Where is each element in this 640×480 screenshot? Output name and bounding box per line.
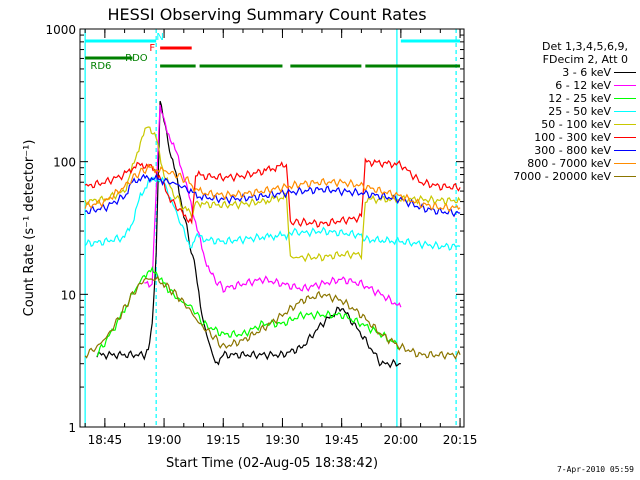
- legend-entry-label: 25 - 50 keV: [548, 105, 611, 118]
- series-line: [84, 157, 461, 228]
- series-line: [84, 163, 461, 213]
- flag-label-rd6: RD6: [90, 61, 111, 72]
- x-tick-label: 20:15: [443, 433, 478, 447]
- legend-entries: 3 - 6 keV 6 - 12 keV 12 - 25 keV 25 - 50 ke…: [488, 66, 636, 183]
- series-line: [96, 266, 402, 357]
- y-tick-label: 1000: [45, 23, 76, 37]
- legend-entry-label: 800 - 7000 keV: [527, 157, 611, 170]
- y-axis-label: Count Rate (s⁻¹ detector⁻¹): [22, 140, 37, 317]
- legend-swatch: [614, 98, 636, 99]
- legend-swatch: [614, 85, 636, 86]
- flag-label-n: N: [156, 32, 163, 43]
- y-tick-label: 10: [61, 288, 76, 302]
- y-tick-label: 100: [53, 156, 76, 170]
- series-line: [84, 173, 461, 218]
- y-tick-label: 1: [68, 421, 76, 435]
- legend-swatch: [614, 163, 636, 164]
- legend-swatch: [614, 72, 636, 73]
- series-line: [84, 176, 461, 251]
- x-tick-label: 19:15: [206, 433, 241, 447]
- series-line: [84, 126, 461, 263]
- legend-entry: 25 - 50 keV: [488, 105, 636, 118]
- legend-entry-label: 12 - 25 keV: [548, 92, 611, 105]
- axes: 1 10 100 1000 18:45 19:00 19:15 19:30 19:45 20:00…: [45, 23, 477, 447]
- legend-entry: 7000 - 20000 keV: [488, 170, 636, 183]
- legend-swatch: [614, 111, 636, 112]
- legend-swatch: [614, 124, 636, 125]
- legend-entry: 6 - 12 keV: [488, 79, 636, 92]
- series-line: [144, 104, 402, 308]
- legend-header-line-1: Det 1,3,4,5,6,9,: [541, 40, 628, 53]
- legend-entry-label: 7000 - 20000 keV: [513, 170, 611, 183]
- legend-entry-label: 300 - 800 keV: [534, 144, 611, 157]
- legend-swatch: [614, 176, 636, 177]
- generated-timestamp: 7-Apr-2010 05:59: [556, 465, 634, 474]
- x-tick-label: 19:45: [324, 433, 359, 447]
- legend-entry: 12 - 25 keV: [488, 92, 636, 105]
- legend-swatch: [614, 137, 636, 138]
- flag-label-rdo: RDO: [125, 53, 148, 64]
- x-tick-label: 20:00: [384, 433, 419, 447]
- x-tick-label: 19:30: [265, 433, 300, 447]
- legend-entry: 800 - 7000 keV: [488, 157, 636, 170]
- chart-title: HESSI Observing Summary Count Rates: [107, 5, 426, 24]
- legend-entry-label: 3 - 6 keV: [562, 66, 611, 79]
- legend-header-line-2: FDecim 2, Att 0: [542, 53, 628, 66]
- legend-entry: 3 - 6 keV: [488, 66, 636, 79]
- legend-entry: 50 - 100 keV: [488, 118, 636, 131]
- legend: Det 1,3,4,5,6,9, FDecim 2, Att 0 3 - 6 k…: [488, 40, 636, 183]
- legend-entry-label: 6 - 12 keV: [555, 79, 611, 92]
- plot-frame: [79, 28, 465, 428]
- x-tick-label: 19:00: [147, 433, 182, 447]
- legend-entry: 300 - 800 keV: [488, 144, 636, 157]
- series-line: [84, 275, 461, 361]
- x-axis-label: Start Time (02-Aug-05 18:38:42): [166, 456, 378, 471]
- flag-label-f: F: [149, 43, 155, 54]
- legend-swatch: [614, 150, 636, 151]
- series-line: [96, 100, 401, 369]
- x-tick-label: 18:45: [88, 433, 123, 447]
- legend-entry-label: 50 - 100 keV: [541, 118, 611, 131]
- legend-entry-label: 100 - 300 keV: [534, 131, 611, 144]
- legend-entry: 100 - 300 keV: [488, 131, 636, 144]
